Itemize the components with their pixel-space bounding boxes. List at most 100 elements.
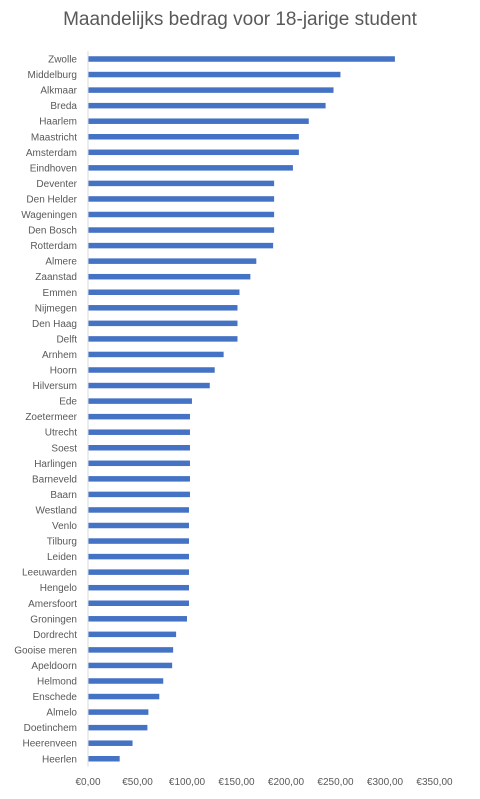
category-label: Doetinchem — [24, 723, 77, 734]
category-label: Hilversum — [33, 381, 77, 392]
category-label: Wageningen — [21, 210, 77, 221]
bar — [88, 71, 341, 78]
category-label: Maastricht — [31, 132, 77, 143]
bar — [88, 367, 215, 373]
bar — [88, 180, 275, 187]
bar — [88, 662, 173, 669]
category-label: Amersfoort — [28, 599, 77, 610]
bar — [88, 709, 149, 715]
category-label: Den Helder — [26, 194, 77, 205]
category-label: Hoorn — [50, 366, 77, 377]
bar — [88, 476, 190, 482]
category-label: Venlo — [52, 521, 77, 532]
bar — [88, 398, 192, 404]
x-tick-label: €100,00 — [169, 777, 206, 788]
bar — [88, 491, 190, 498]
bar — [88, 693, 160, 700]
category-label: Tilburg — [47, 537, 77, 548]
category-labels: Zwolle Middelburg Alkmaar Breda Haarlem Maast… — [14, 55, 77, 766]
bar — [88, 569, 189, 575]
bar — [88, 724, 148, 731]
category-label: Hengelo — [40, 583, 78, 594]
x-tick-label: €50,00 — [122, 777, 153, 788]
category-label: Deventer — [36, 179, 77, 190]
category-label: Harlingen — [34, 459, 77, 470]
category-label: Leeuwarden — [22, 568, 77, 579]
category-label: Middelburg — [28, 70, 77, 81]
category-label: Zwolle — [48, 55, 77, 66]
bar — [88, 336, 238, 342]
bar — [88, 165, 293, 171]
category-label: Arnhem — [42, 350, 77, 361]
category-label: Haarlem — [39, 117, 77, 128]
category-label: Den Bosch — [28, 226, 77, 237]
bar — [88, 196, 275, 202]
category-label: Groningen — [30, 614, 77, 625]
bar — [88, 740, 133, 746]
category-label: Alkmaar — [40, 86, 77, 97]
bar — [88, 553, 189, 560]
bar — [88, 273, 251, 280]
bar — [88, 227, 275, 233]
category-label: Emmen — [43, 288, 77, 299]
bar — [88, 134, 299, 140]
category-label: Delft — [56, 334, 77, 345]
bar — [88, 678, 164, 684]
category-label: Ede — [59, 397, 77, 408]
bar — [88, 413, 190, 420]
bar — [88, 507, 189, 513]
category-label: Soest — [51, 443, 77, 454]
bar — [88, 600, 189, 606]
category-label: Gooise meren — [14, 645, 77, 656]
category-label: Zaanstad — [35, 272, 77, 283]
category-label: Utrecht — [45, 428, 77, 439]
category-label: Heerenveen — [23, 739, 77, 750]
category-label: Zoetermeer — [25, 412, 77, 423]
x-tick-label: €200,00 — [268, 777, 305, 788]
bar — [88, 631, 177, 638]
bar — [88, 56, 395, 62]
bar — [88, 445, 190, 451]
bar — [88, 149, 299, 156]
bar — [88, 320, 238, 327]
bar — [88, 211, 275, 218]
bar — [88, 87, 334, 93]
bar — [88, 647, 174, 653]
bar — [88, 584, 189, 591]
bar — [88, 538, 189, 544]
category-label: Helmond — [37, 677, 77, 688]
x-tick-label: €350,00 — [416, 777, 453, 788]
x-axis-tick-labels: €0,00 €50,00 €100,00 €150,00 €200,00 €250,00 €… — [75, 777, 453, 788]
category-label: Dordrecht — [33, 630, 77, 641]
category-label: Den Haag — [32, 319, 77, 330]
category-label: Apeldoorn — [31, 661, 77, 672]
bar — [88, 118, 309, 124]
bar — [88, 460, 190, 467]
bars-layer — [88, 56, 395, 762]
bar — [88, 616, 187, 622]
x-tick-label: €300,00 — [367, 777, 404, 788]
x-tick-label: €0,00 — [75, 777, 100, 788]
category-label: Amsterdam — [26, 148, 77, 159]
bar — [88, 522, 189, 529]
category-label: Nijmegen — [35, 303, 77, 314]
category-label: Breda — [50, 101, 77, 112]
bar — [88, 102, 326, 109]
bar — [88, 756, 120, 762]
bar — [88, 429, 190, 435]
category-label: Leiden — [47, 552, 77, 563]
category-label: Eindhoven — [30, 163, 77, 174]
category-label: Barneveld — [32, 474, 77, 485]
bar — [88, 289, 240, 295]
category-label: Almelo — [46, 708, 77, 719]
category-label: Baarn — [50, 490, 77, 501]
bar — [88, 382, 210, 389]
category-label: Heerlen — [42, 754, 77, 765]
x-tick-label: €150,00 — [218, 777, 255, 788]
category-label: Westland — [35, 505, 77, 516]
bar — [88, 242, 274, 249]
bar — [88, 305, 238, 311]
category-label: Enschede — [33, 692, 78, 703]
category-label: Rotterdam — [30, 241, 77, 252]
